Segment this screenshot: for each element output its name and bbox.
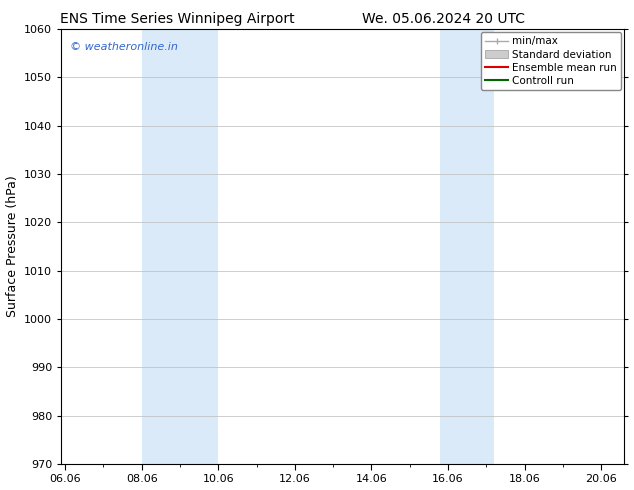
Y-axis label: Surface Pressure (hPa): Surface Pressure (hPa)	[6, 176, 18, 318]
Legend: min/max, Standard deviation, Ensemble mean run, Controll run: min/max, Standard deviation, Ensemble me…	[481, 32, 621, 90]
Text: We. 05.06.2024 20 UTC: We. 05.06.2024 20 UTC	[362, 12, 526, 26]
Text: © weatheronline.in: © weatheronline.in	[70, 42, 178, 52]
Bar	[441, 29, 494, 464]
Text: ENS Time Series Winnipeg Airport: ENS Time Series Winnipeg Airport	[60, 12, 295, 26]
Bar	[141, 29, 218, 464]
